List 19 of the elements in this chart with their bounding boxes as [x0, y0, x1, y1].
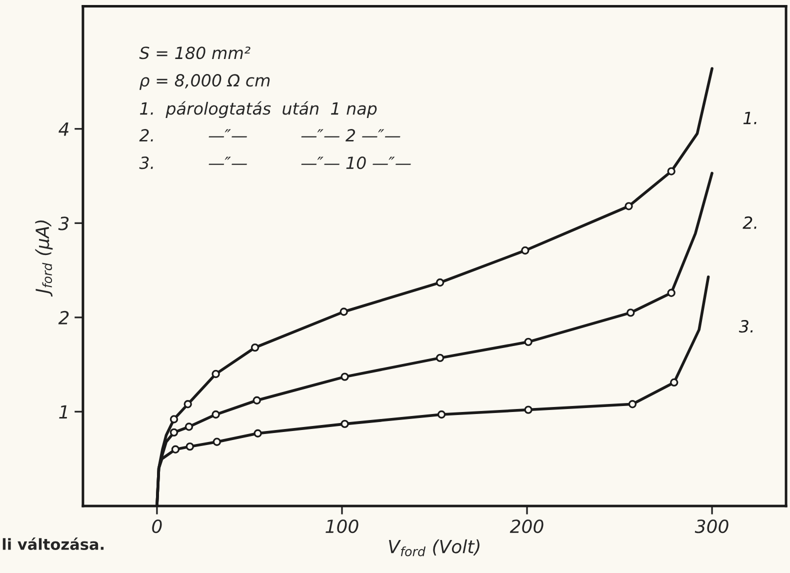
text: li változása.: [2, 538, 104, 550]
annotation: S = 180 mm²: [139, 46, 250, 60]
x-axis-title: V$_{ford}$ (Volt): [388, 539, 480, 556]
text: 2.: [742, 216, 756, 229]
y-tick-label: 1: [59, 405, 68, 419]
text: 1.: [743, 112, 756, 124]
text: 3.: [738, 320, 753, 333]
y-tick-label: 3: [58, 216, 69, 230]
annotation: 1. párologtatás után 1 nap: [140, 101, 377, 118]
annotation: ρ = 8,000 Ω cm: [139, 74, 270, 90]
x-tick-label: 200: [510, 519, 544, 534]
y-axis-title: J$_{ford}$ (μA): [35, 220, 53, 297]
y-tick-label: 2: [58, 310, 69, 324]
annotation: 2. —″— —″— 2 —″—: [139, 129, 400, 142]
x-tick-label: 0: [152, 519, 162, 534]
annotation: 3. —″— —″— 10 —″—: [139, 156, 411, 170]
x-tick-label: 300: [694, 519, 728, 534]
y-tick-label: 4: [58, 122, 68, 136]
x-tick-label: 100: [326, 519, 358, 534]
